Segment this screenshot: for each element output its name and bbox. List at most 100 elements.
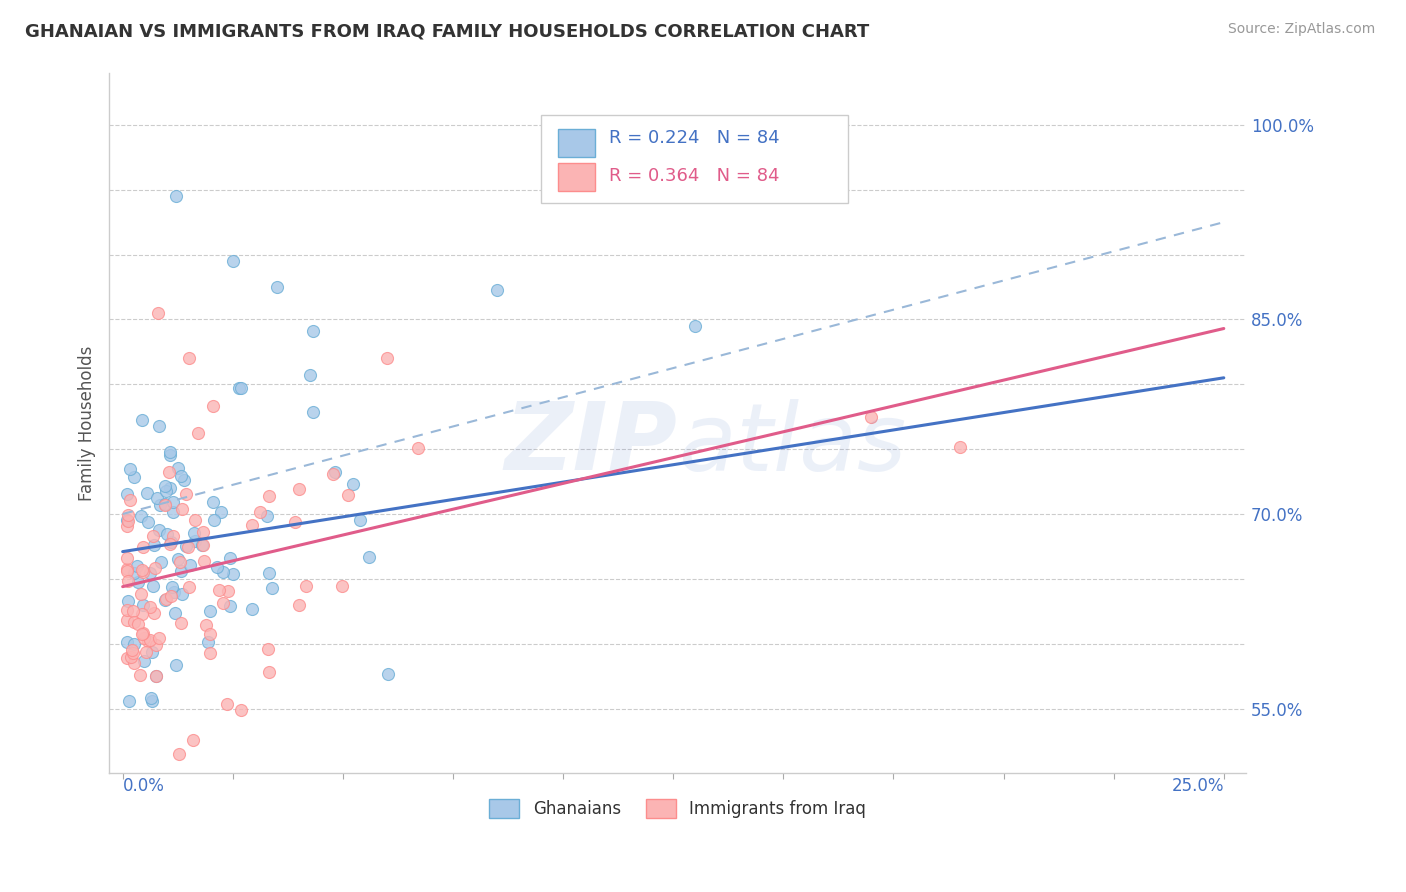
Point [139, 600, 162, 615]
Point [124, 615, 146, 630]
Point [322, 467, 344, 481]
Point [166, 552, 188, 566]
Point [222, 254, 245, 268]
Point [136, 634, 159, 648]
Point [165, 657, 187, 672]
FancyBboxPatch shape [541, 115, 848, 202]
Point [170, 502, 193, 516]
Point [187, 425, 209, 440]
Point [229, 381, 252, 395]
Point [201, 399, 224, 413]
Point [115, 519, 138, 533]
Point [135, 645, 157, 659]
Point [183, 525, 205, 540]
Point [408, 441, 430, 455]
Y-axis label: Family Households: Family Households [79, 345, 96, 501]
Point [145, 669, 167, 683]
Point [191, 538, 214, 552]
Point [124, 566, 146, 581]
Point [131, 412, 153, 426]
Point [301, 324, 323, 338]
Point [177, 580, 200, 594]
Point [299, 368, 322, 382]
Point [139, 691, 162, 706]
Text: R = 0.364   N = 84: R = 0.364 N = 84 [609, 167, 780, 185]
Point [169, 555, 191, 569]
Point [222, 567, 245, 582]
Point [148, 418, 170, 433]
Text: Source: ZipAtlas.com: Source: ZipAtlas.com [1227, 22, 1375, 37]
Point [377, 667, 399, 681]
Point [149, 498, 172, 512]
Point [142, 539, 165, 553]
Point [115, 613, 138, 627]
Point [200, 646, 222, 660]
Point [117, 693, 139, 707]
Point [200, 626, 222, 640]
Point [170, 564, 193, 578]
Point [295, 579, 318, 593]
Point [166, 460, 188, 475]
Point [153, 479, 176, 493]
Point [342, 476, 364, 491]
Point [132, 654, 155, 668]
Point [179, 558, 201, 573]
Point [177, 540, 200, 554]
Point [262, 581, 284, 595]
Point [153, 592, 176, 607]
Point [159, 448, 181, 462]
Point [323, 465, 346, 479]
Point [129, 587, 152, 601]
Point [202, 512, 225, 526]
Point [215, 697, 238, 711]
Point [165, 189, 187, 203]
Point [257, 566, 280, 581]
Point [336, 488, 359, 502]
Point [218, 599, 240, 613]
Point [122, 657, 145, 671]
Legend: Ghanaians, Immigrants from Iraq: Ghanaians, Immigrants from Iraq [482, 792, 873, 824]
Point [683, 318, 706, 333]
Point [184, 534, 207, 549]
Point [138, 566, 160, 580]
Point [155, 592, 177, 607]
Point [191, 524, 214, 539]
Bar [558, 129, 595, 157]
Text: R = 0.224   N = 84: R = 0.224 N = 84 [609, 129, 780, 147]
Point [176, 487, 198, 501]
Text: 25.0%: 25.0% [1171, 777, 1223, 796]
Point [212, 596, 235, 610]
Point [157, 465, 180, 479]
Point [167, 747, 190, 761]
Point [349, 513, 371, 527]
Point [127, 575, 149, 590]
Point [193, 554, 215, 568]
Point [142, 529, 165, 543]
Point [240, 518, 263, 533]
Bar [558, 162, 595, 191]
Point [115, 635, 138, 649]
Point [228, 382, 250, 396]
Point [212, 565, 235, 579]
Point [191, 538, 214, 552]
Point [256, 508, 278, 523]
Point [159, 445, 181, 459]
Point [142, 578, 165, 592]
Point [197, 635, 219, 649]
Point [132, 565, 155, 579]
Point [159, 481, 181, 495]
Point [121, 643, 143, 657]
Point [129, 668, 152, 682]
Point [184, 513, 207, 527]
Point [136, 516, 159, 530]
Point [302, 405, 325, 419]
Point [115, 651, 138, 665]
Point [860, 409, 883, 424]
Point [146, 306, 169, 320]
Point [148, 631, 170, 645]
Point [136, 485, 159, 500]
Point [165, 606, 187, 620]
Point [160, 580, 183, 594]
Point [117, 574, 139, 589]
Point [122, 646, 145, 660]
